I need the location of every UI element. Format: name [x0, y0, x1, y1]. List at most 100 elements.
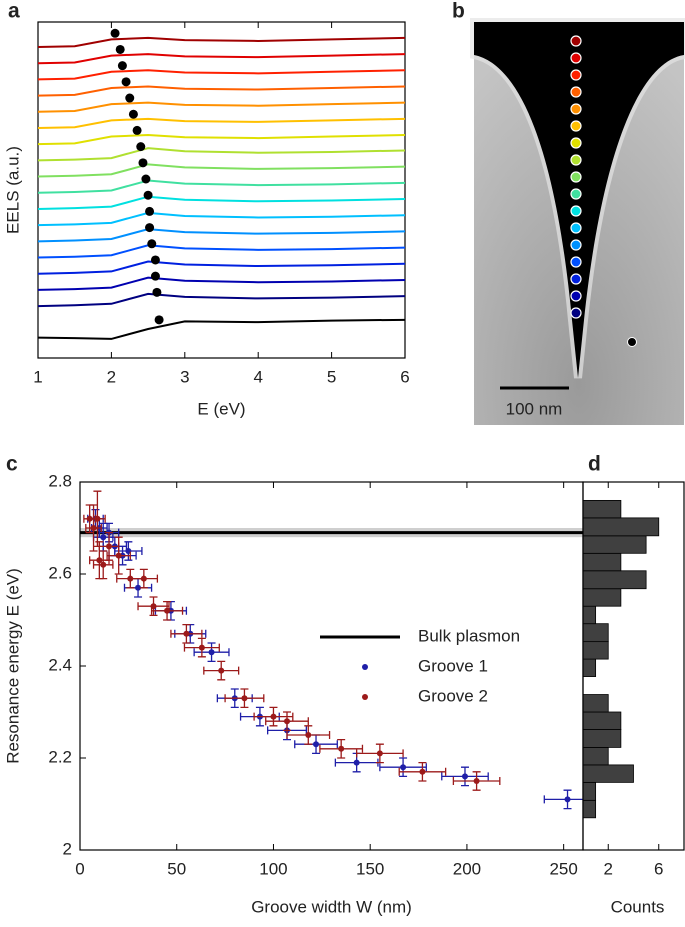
histogram-bar — [582, 747, 609, 766]
histogram-bar — [582, 588, 622, 607]
point — [461, 773, 468, 780]
point — [106, 543, 113, 550]
point — [400, 764, 407, 771]
panel-label: d — [588, 453, 601, 476]
x-axis-label: Counts — [611, 897, 665, 916]
legend-label: Groove 2 — [418, 686, 488, 705]
probe-dot — [570, 69, 582, 81]
peak-marker — [110, 28, 120, 38]
y-tick-label: 2.2 — [48, 747, 72, 766]
probe-dot — [570, 171, 582, 183]
x-axis-label: Groove width W (nm) — [251, 897, 412, 916]
spectrum — [37, 53, 406, 65]
probe-dot — [627, 337, 637, 347]
probe-dot — [570, 239, 582, 251]
probe-dot — [570, 103, 582, 115]
x-tick-label: 50 — [167, 859, 186, 878]
panel-label: b — [452, 0, 465, 23]
spectrum — [37, 147, 406, 162]
x-tick-label: 6 — [400, 367, 409, 386]
histogram-bar — [582, 711, 622, 730]
point — [305, 732, 312, 738]
point — [140, 575, 147, 582]
point — [218, 667, 225, 674]
x-tick-label: 2 — [604, 859, 613, 878]
legend-swatch — [362, 694, 368, 700]
probe-dot — [570, 52, 582, 64]
spectrum — [37, 134, 406, 146]
spectrum — [37, 260, 406, 275]
probe-dot — [570, 154, 582, 166]
histogram-bar — [582, 799, 597, 819]
point — [564, 796, 571, 803]
x-tick-label: 4 — [253, 367, 262, 386]
spectrum — [37, 276, 406, 291]
point — [241, 695, 248, 702]
y-tick-label: 2 — [63, 839, 72, 858]
peak-marker — [121, 77, 131, 87]
x-tick-label: 5 — [327, 367, 336, 386]
groove — [474, 22, 684, 378]
point — [198, 644, 205, 651]
panel-label: c — [6, 453, 18, 476]
spectrum — [37, 69, 406, 81]
peak-marker — [128, 109, 138, 119]
point — [100, 561, 107, 568]
point — [96, 557, 103, 564]
point — [94, 515, 101, 522]
probe-dot — [570, 256, 582, 268]
point — [183, 630, 190, 637]
plot-frame — [582, 481, 685, 851]
peak-marker — [143, 190, 153, 200]
point — [164, 607, 171, 614]
histogram-bar — [582, 658, 597, 677]
probe-dot — [570, 86, 582, 98]
spectrum — [37, 163, 406, 178]
peak-marker — [145, 223, 155, 233]
histogram-bar — [582, 729, 622, 748]
x-tick-label: 150 — [356, 859, 384, 878]
x-tick-label: 250 — [549, 859, 577, 878]
y-tick-label: 2.4 — [48, 655, 72, 674]
peak-marker — [150, 271, 160, 281]
histogram-bar — [582, 623, 609, 643]
point — [473, 778, 480, 784]
peak-marker — [117, 61, 127, 71]
point — [284, 718, 291, 725]
histogram-bar — [582, 641, 609, 660]
histogram-bar — [582, 517, 660, 537]
probe-dot — [570, 120, 582, 132]
peak-marker — [152, 287, 162, 297]
peak-marker — [150, 255, 160, 265]
x-tick-label: 0 — [75, 859, 84, 878]
histogram-bar — [582, 605, 597, 625]
peak-marker — [145, 206, 155, 216]
spectrum — [37, 117, 406, 129]
peak-marker — [154, 315, 164, 325]
point — [313, 741, 320, 748]
peak-marker — [136, 142, 146, 152]
probe-dot — [570, 307, 582, 319]
histogram-bar — [582, 781, 597, 801]
peak-marker — [132, 125, 142, 135]
probe-dot — [570, 137, 582, 149]
x-tick-label: 2 — [107, 367, 116, 386]
spectrum — [37, 36, 406, 49]
histogram-bar — [582, 764, 634, 783]
panel-label: a — [8, 0, 20, 23]
histogram-bar — [582, 535, 647, 554]
y-axis-label: EELS (a.u.) — [3, 146, 22, 234]
spectrum — [37, 85, 406, 97]
probe-dot — [570, 188, 582, 200]
peak-marker — [147, 239, 157, 249]
spectrum — [37, 228, 406, 243]
legend-label: Groove 1 — [418, 656, 488, 675]
spectrum — [37, 179, 406, 194]
scale-bar-label: 100 nm — [506, 399, 563, 418]
y-tick-label: 2.8 — [48, 471, 72, 490]
spectrum — [37, 318, 406, 340]
x-tick-label: 100 — [259, 859, 287, 878]
probe-dot — [570, 290, 582, 302]
point — [100, 534, 107, 541]
